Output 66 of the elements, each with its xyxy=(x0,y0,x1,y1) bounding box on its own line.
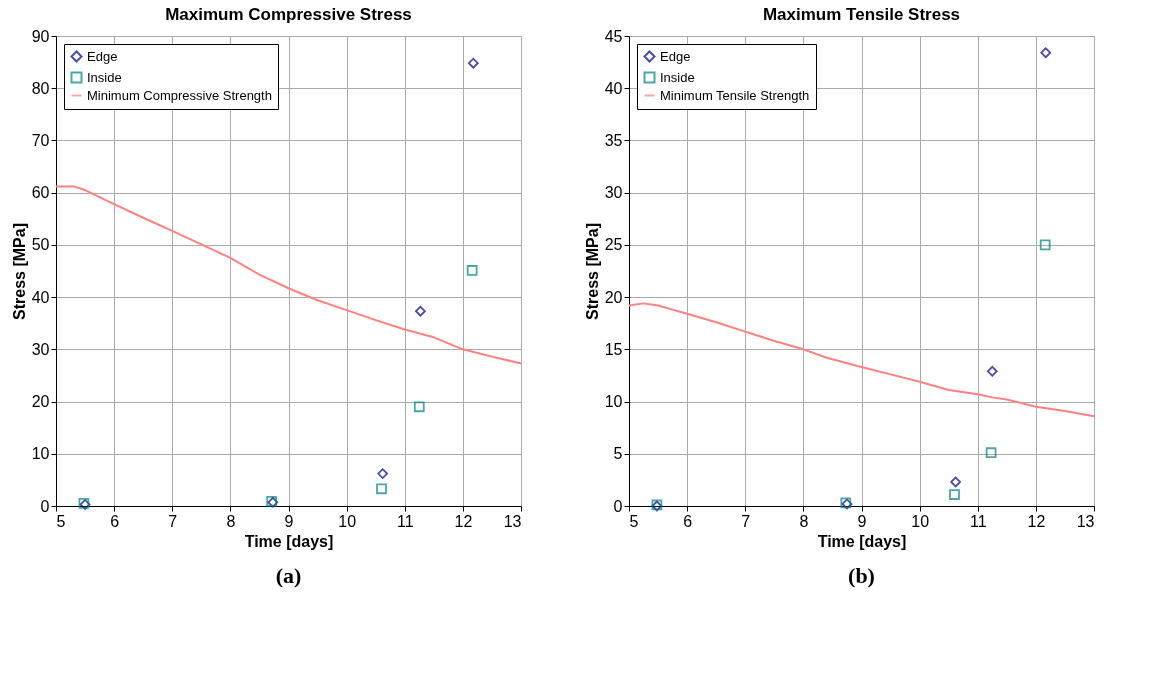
point xyxy=(413,401,425,413)
y-axis-title: Stress [MPa] xyxy=(10,223,28,320)
point xyxy=(466,265,478,276)
x-tick-label: 6 xyxy=(683,512,693,530)
legend-label: Edge xyxy=(660,48,691,64)
y-tick-label: 40 xyxy=(604,79,623,97)
point xyxy=(377,468,389,479)
line-series xyxy=(55,185,522,365)
y-tick-label: 50 xyxy=(31,236,50,254)
y-tick-label: 0 xyxy=(613,497,623,515)
text: (a) xyxy=(275,563,302,588)
x-tick-label: 7 xyxy=(168,512,178,530)
y-tick-label: 40 xyxy=(31,288,50,306)
line-series xyxy=(628,302,1095,418)
y-tick-label: 70 xyxy=(31,131,50,149)
x-tick-label: 9 xyxy=(284,512,294,530)
y-tick-label: 20 xyxy=(31,393,50,411)
y-tick-label: 80 xyxy=(31,79,50,97)
x-axis-title: Time [days] xyxy=(244,532,334,550)
point xyxy=(985,447,997,459)
y-tick-label: 35 xyxy=(604,131,623,149)
chart-title: Maximum Tensile Stress xyxy=(762,5,961,24)
x-tick-label: 12 xyxy=(454,512,473,530)
y-tick-label: 10 xyxy=(604,393,623,411)
x-tick-label: 11 xyxy=(396,512,414,530)
legend-label: Inside xyxy=(660,69,695,85)
chart-title: Maximum Compressive Stress xyxy=(165,5,412,24)
point xyxy=(467,57,479,69)
y-tick-label: 30 xyxy=(31,340,50,358)
legend-label: Edge xyxy=(87,48,118,64)
x-axis-title: Time [days] xyxy=(817,532,907,550)
point xyxy=(1039,239,1051,251)
x-tick-label: 7 xyxy=(741,512,751,530)
x-tick-label: 5 xyxy=(56,512,66,530)
legend-label: Inside xyxy=(87,69,122,85)
y-tick-label: 25 xyxy=(604,236,623,254)
x-tick-label: 9 xyxy=(857,512,867,530)
y-tick-label: 5 xyxy=(613,445,623,463)
y-tick-label: 0 xyxy=(40,497,50,515)
point xyxy=(415,305,426,317)
y-tick-label: 45 xyxy=(604,27,623,45)
y-tick-label: 90 xyxy=(31,27,50,45)
point xyxy=(949,489,960,500)
point xyxy=(1040,47,1052,59)
x-tick-label: 11 xyxy=(969,512,987,530)
y-tick-label: 30 xyxy=(604,184,623,202)
text: (b) xyxy=(848,563,875,588)
x-tick-label: 5 xyxy=(629,512,639,530)
x-tick-label: 8 xyxy=(226,512,236,530)
legend-label: Minimum Compressive Strength xyxy=(87,87,272,103)
x-tick-label: 13 xyxy=(503,512,522,530)
x-tick-label: 8 xyxy=(799,512,809,530)
x-tick-label: 10 xyxy=(338,512,357,530)
y-axis-title: Stress [MPa] xyxy=(583,223,601,320)
point xyxy=(986,365,998,377)
x-tick-label: 6 xyxy=(110,512,120,530)
y-tick-label: 15 xyxy=(604,340,623,358)
x-tick-label: 10 xyxy=(911,512,930,530)
legend-label: Minimum Tensile Strength xyxy=(660,87,810,103)
point xyxy=(950,476,962,488)
point xyxy=(376,483,387,495)
x-tick-label: 12 xyxy=(1027,512,1046,530)
y-tick-label: 20 xyxy=(604,288,623,306)
x-tick-label: 13 xyxy=(1076,512,1095,530)
y-tick-label: 60 xyxy=(31,184,50,202)
y-tick-label: 10 xyxy=(31,445,50,463)
